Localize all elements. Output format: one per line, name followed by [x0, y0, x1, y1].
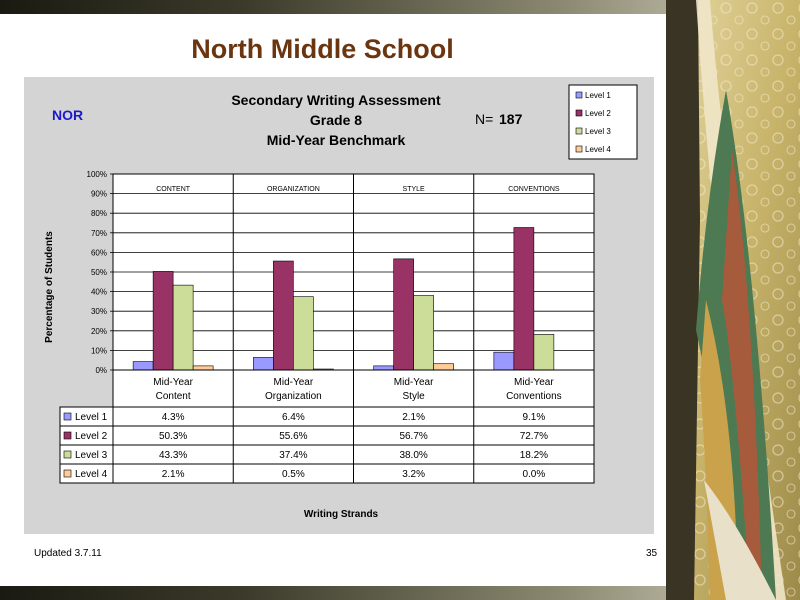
data-cell: 3.2% [402, 469, 425, 480]
data-cell: 9.1% [522, 412, 545, 423]
school-code: NOR [52, 107, 83, 123]
row-label: Level 3 [75, 450, 108, 461]
y-tick-label: 70% [91, 229, 107, 238]
benchmark-chart: NOR Secondary Writing Assessment Grade 8… [44, 84, 638, 520]
data-cell: 50.3% [159, 431, 187, 442]
legend-label: Level 4 [585, 145, 611, 154]
data-cell: 38.0% [399, 450, 427, 461]
legend-swatch [575, 145, 583, 153]
bar [192, 365, 214, 371]
legend-label: Level 2 [585, 109, 611, 118]
category-label: Content [156, 391, 191, 402]
category-label: Style [403, 391, 426, 402]
bar [393, 258, 414, 371]
data-cell: 18.2% [520, 450, 548, 461]
bottom-border-bar [0, 586, 800, 600]
data-cell: 37.4% [279, 450, 307, 461]
x-axis-title: Writing Strands [304, 509, 379, 520]
updated-date: Updated 3.7.11 [34, 548, 102, 559]
row-legend-swatch [63, 412, 72, 421]
bar [433, 363, 454, 371]
chart-panel: NOR Secondary Writing Assessment Grade 8… [24, 77, 654, 534]
y-axis-title: Percentage of Students [44, 231, 55, 343]
bar [152, 271, 174, 371]
y-tick-label: 40% [91, 288, 107, 297]
row-legend-swatch [63, 469, 72, 478]
chart-title-line-2: Grade 8 [310, 112, 362, 128]
y-tick-label: 100% [87, 170, 107, 179]
bar [413, 295, 434, 371]
y-tick-label: 90% [91, 190, 107, 199]
chart-title-line-3: Mid-Year Benchmark [267, 132, 406, 148]
column-header: STYLE [403, 186, 426, 193]
legend-swatch [575, 127, 583, 135]
row-legend-swatch [63, 431, 72, 440]
legend: Level 1 Level 2 Level 3 Level 4 [568, 84, 638, 160]
y-tick-label: 10% [91, 346, 107, 355]
bar [293, 296, 314, 371]
n-label: N= [475, 111, 493, 127]
category-label: Mid-Year [514, 377, 554, 388]
data-cell: 0.0% [522, 469, 545, 480]
y-tick-label: 0% [95, 366, 107, 375]
y-tick-label: 80% [91, 209, 107, 218]
data-cell: 56.7% [399, 431, 427, 442]
bar [373, 365, 394, 371]
row-label: Level 4 [75, 469, 108, 480]
y-tick-label: 60% [91, 248, 107, 257]
category-label: Organization [265, 391, 322, 402]
top-border-bar [0, 0, 800, 14]
row-legend-swatch [63, 450, 72, 459]
data-cell: 72.7% [520, 431, 548, 442]
page-title: North Middle School [191, 34, 454, 64]
bar [493, 351, 515, 371]
legend-label: Level 1 [585, 91, 611, 100]
bar [513, 227, 535, 371]
row-label: Level 1 [75, 412, 108, 423]
row-label: Level 2 [75, 431, 108, 442]
category-label: Conventions [506, 391, 562, 402]
bar [273, 260, 294, 371]
category-label: Mid-Year [394, 377, 434, 388]
decorative-side-panel [666, 0, 800, 600]
category-label: Mid-Year [153, 377, 193, 388]
plot-area: 0% 10% 20% 30% 40% 50% 60% 70% 80% 90% 100% CONTENT… [59, 170, 595, 484]
bar [132, 361, 154, 371]
data-cell: 43.3% [159, 450, 187, 461]
y-tick-label: 50% [91, 268, 107, 277]
legend-label: Level 3 [585, 127, 611, 136]
y-tick-label: 30% [91, 307, 107, 316]
data-cell: 55.6% [279, 431, 307, 442]
bar [253, 357, 274, 371]
data-cell: 0.5% [282, 469, 305, 480]
column-header: CONVENTIONS [508, 186, 560, 193]
data-cell: 2.1% [402, 412, 425, 423]
legend-swatch [575, 109, 583, 117]
column-header: CONTENT [156, 186, 191, 193]
bar [533, 334, 555, 371]
legend-swatch [575, 91, 583, 99]
column-header: ORGANIZATION [267, 186, 320, 193]
y-tick-label: 20% [91, 327, 107, 336]
data-cell: 2.1% [162, 469, 185, 480]
data-cell: 4.3% [162, 412, 185, 423]
data-cell: 6.4% [282, 412, 305, 423]
n-value: 187 [499, 111, 523, 127]
bar [172, 284, 194, 371]
category-label: Mid-Year [274, 377, 314, 388]
page-number: 35 [646, 548, 658, 559]
chart-title-line-1: Secondary Writing Assessment [231, 92, 441, 108]
